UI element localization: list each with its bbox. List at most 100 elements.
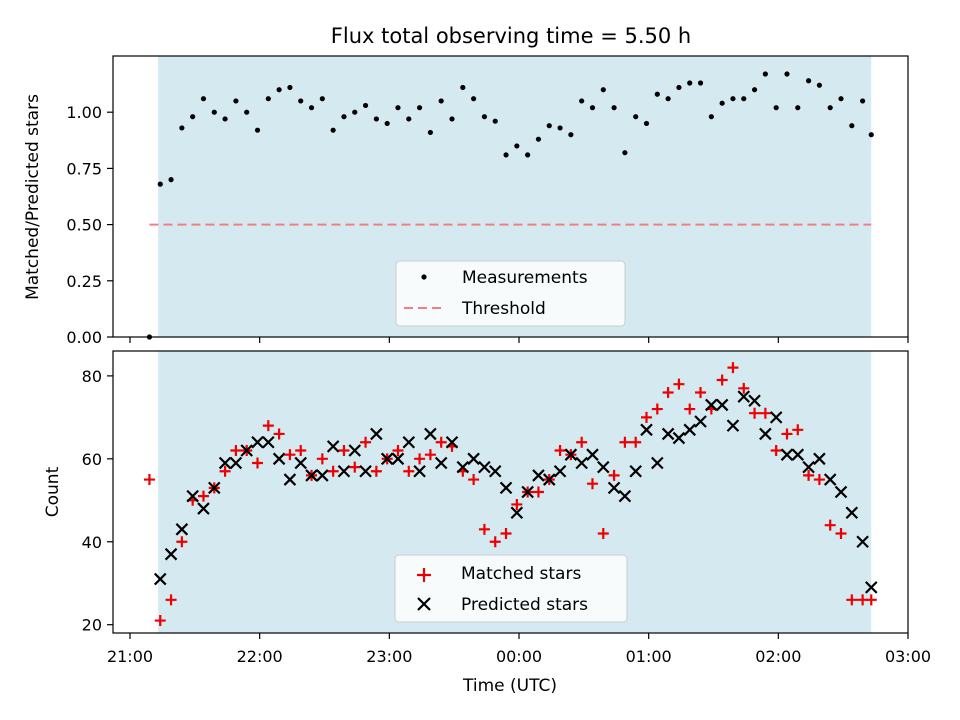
measurement-point (449, 116, 455, 122)
matched-star-point (349, 461, 361, 473)
matched-star-point (619, 436, 631, 448)
ratio-ytick-label: 1.00 (66, 103, 102, 122)
predicted-star-point (640, 423, 653, 437)
measurement-point (860, 98, 866, 104)
matched-star-point (554, 445, 566, 457)
matched-star-point (316, 453, 328, 465)
measurement-point (341, 114, 347, 120)
x-tick-label: 23:00 (366, 647, 412, 666)
legend-predicted-marker (417, 597, 431, 611)
predicted-star-point (769, 411, 783, 424)
ratio-y-axis-label: Matched/Predicted stars (23, 94, 43, 300)
predicted-star-point (759, 427, 772, 441)
measurement-point (438, 98, 444, 104)
predicted-star-point (726, 419, 740, 432)
x-axis-label: Time (UTC) (462, 676, 557, 696)
measurement-point (546, 123, 552, 129)
ratio-ytick-label: 0.00 (66, 328, 102, 347)
predicted-star-point (467, 452, 480, 466)
matched-star-point (230, 445, 242, 457)
matched-star-point (165, 594, 177, 606)
measurement-point (838, 96, 844, 102)
measurement-point (589, 105, 596, 111)
predicted-star-point (575, 456, 588, 470)
ratio-ytick-label: 0.75 (66, 159, 102, 178)
predicted-star-point (661, 427, 675, 441)
count-y-axis-label: Count (43, 466, 63, 517)
matched-star-point (403, 465, 415, 477)
matched-star-point (586, 478, 598, 490)
count-panel: 20 40 60 80 21:00 22:00 23:00 00:00 01:00 02:00 0… (43, 350, 931, 696)
measurement-point (719, 100, 725, 106)
measurement-point (868, 132, 874, 138)
legend-measurement-marker (421, 274, 427, 280)
measurement-point (352, 109, 358, 115)
measurement-point (481, 114, 488, 120)
matched-star-point (532, 486, 544, 498)
matched-star-point (262, 420, 274, 432)
predicted-star-point (564, 448, 578, 461)
matched-star-point (846, 594, 858, 606)
ratio-plot-frame (112, 55, 909, 338)
measurement-point (179, 125, 185, 131)
legend-matched-label: Matched stars (461, 564, 581, 584)
measurement-point (308, 105, 315, 111)
matched-star-point (197, 490, 209, 502)
predicted-star-point (845, 506, 859, 520)
measurement-point (492, 118, 498, 124)
legend-measurements-label: Measurements (462, 268, 588, 288)
predicted-star-point (629, 464, 642, 478)
matched-star-point (792, 424, 804, 436)
matched-star-point (414, 453, 426, 465)
matched-star-point (468, 474, 480, 486)
matched-star-point (608, 469, 620, 481)
matched-star-point (478, 523, 490, 535)
measurement-point (622, 150, 628, 156)
measurement-point (773, 105, 779, 111)
matched-star-point (176, 536, 188, 548)
measurement-point (557, 125, 563, 131)
count-ytick-label: 40 (82, 533, 102, 552)
count-plot-frame (112, 350, 909, 634)
x-tick-label: 22:00 (237, 647, 283, 666)
count-ytick-label: 60 (82, 450, 102, 469)
matched-star-point (727, 362, 739, 374)
predicted-star-point (186, 489, 199, 503)
matched-star-point (295, 445, 307, 457)
measurement-point (319, 96, 325, 102)
measurement-point (362, 102, 369, 109)
measurement-point (784, 71, 790, 77)
predicted-star-point (715, 398, 729, 412)
measurement-point (816, 82, 822, 88)
matched-star-point (489, 536, 501, 548)
measurement-point (406, 116, 412, 122)
matched-star-point (738, 382, 750, 394)
predicted-star-point (499, 481, 513, 495)
x-tick-label: 01:00 (626, 647, 672, 666)
predicted-star-point (370, 427, 383, 441)
matched-star-point (327, 465, 339, 477)
measurement-point (503, 152, 509, 158)
matched-star-point (360, 436, 372, 448)
matched-star-point (641, 411, 653, 423)
measurement-point (222, 116, 228, 122)
matched-star-point (749, 407, 761, 419)
measurement-point (384, 120, 390, 127)
measurement-point (330, 127, 336, 133)
predicted-star-point (823, 473, 837, 486)
measurement-point (168, 177, 174, 183)
predicted-star-point (348, 444, 362, 457)
predicted-star-point (834, 485, 848, 499)
predicted-star-point (445, 435, 459, 449)
matched-star-point (673, 378, 685, 390)
predicted-star-point (359, 464, 372, 478)
measurement-point (265, 96, 271, 102)
matched-star-point (865, 594, 877, 606)
measurement-point (471, 96, 477, 102)
matched-star-point (392, 445, 404, 457)
predicted-star-point (380, 452, 394, 466)
measurement-point (416, 105, 423, 111)
predicted-star-point (488, 464, 502, 478)
matched-star-point (500, 527, 512, 539)
matched-star-point (576, 436, 588, 448)
